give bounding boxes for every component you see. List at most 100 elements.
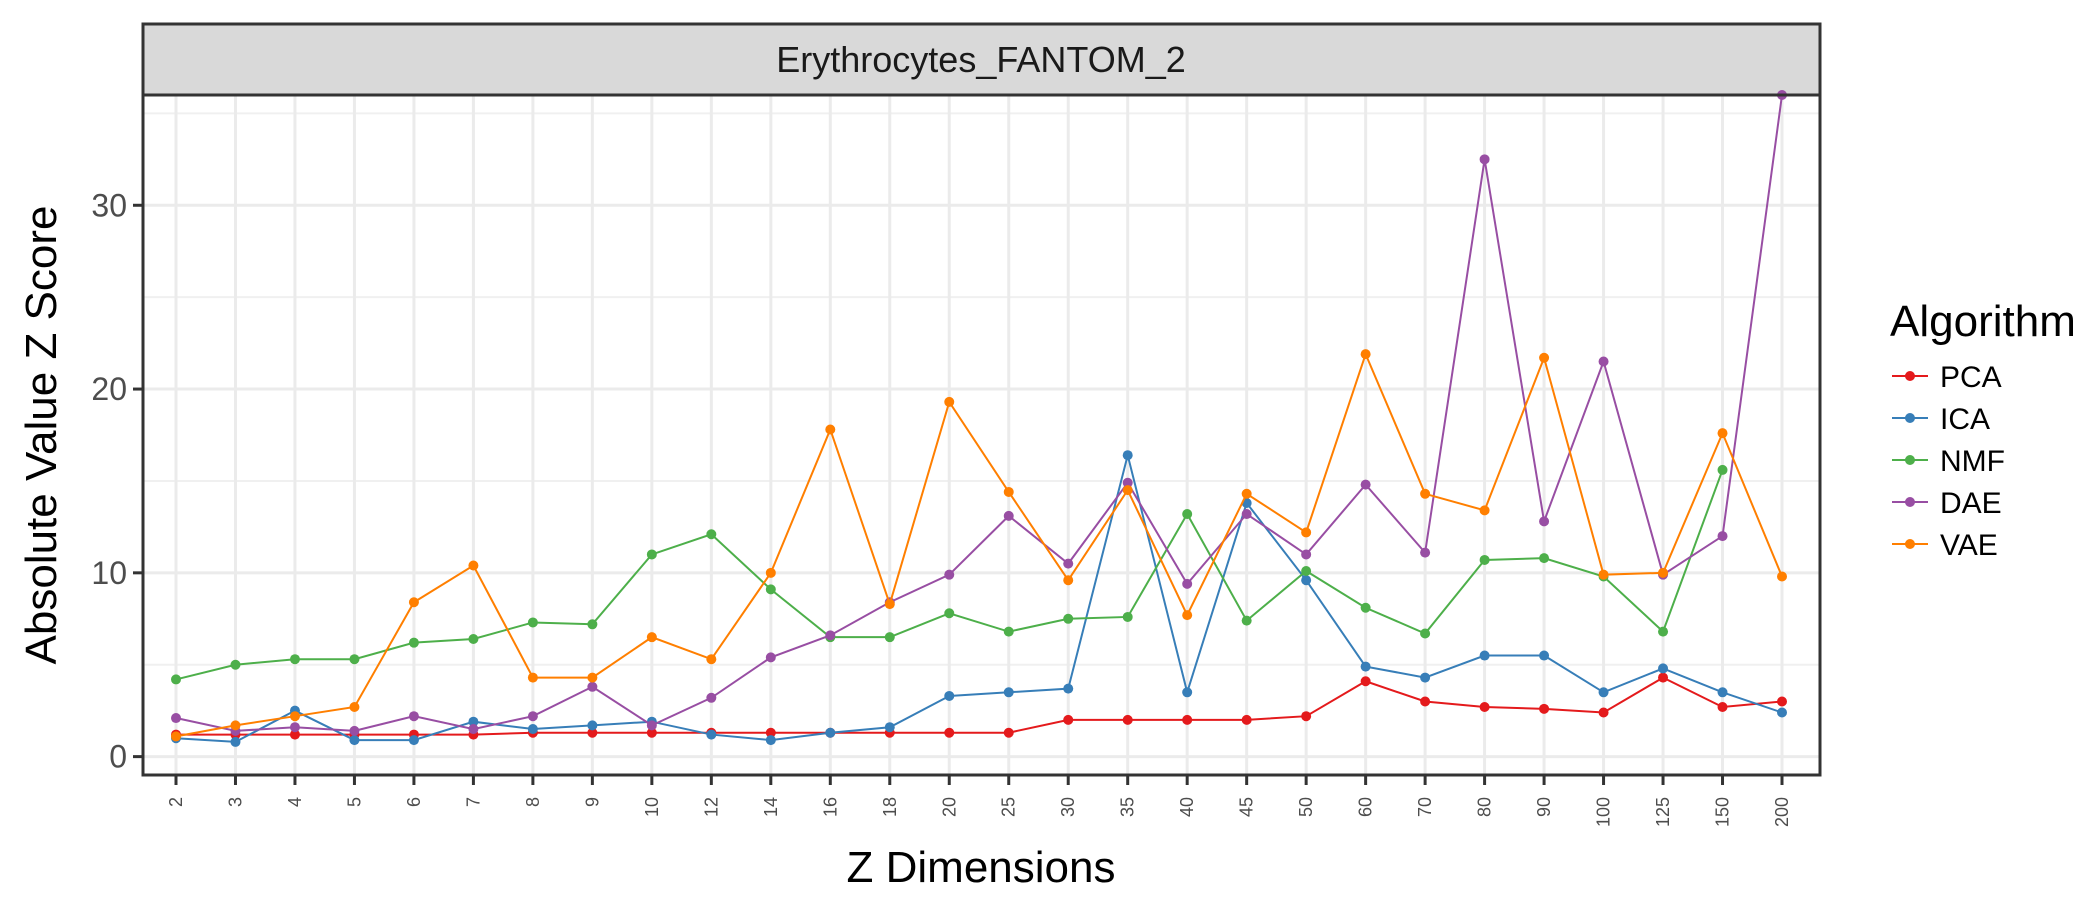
data-point-nmf (944, 608, 955, 619)
data-point-nmf (1717, 464, 1728, 475)
facet-strip (141, 22, 1822, 97)
x-tick-label: 16 (820, 797, 840, 817)
x-tick-label: 5 (344, 797, 364, 807)
data-point-ica (1301, 575, 1312, 586)
data-point-dae (408, 711, 419, 722)
data-point-nmf (1122, 611, 1133, 622)
x-tick-label: 25 (999, 797, 1019, 817)
data-point-vae (646, 632, 657, 643)
data-point-ica (1003, 687, 1014, 698)
data-point-nmf (587, 619, 598, 630)
data-point-ica (1777, 707, 1787, 718)
data-point-pca (944, 727, 955, 738)
data-point-dae (1717, 531, 1728, 542)
data-point-vae (289, 711, 300, 722)
data-point-vae (1182, 610, 1193, 621)
data-point-dae (1360, 479, 1371, 490)
data-point-nmf (527, 617, 538, 628)
legend-item-vae: VAE (1892, 529, 1998, 562)
data-point-nmf (765, 584, 776, 595)
x-tick-label: 70 (1415, 797, 1435, 817)
data-point-pca (1063, 714, 1074, 725)
legend-label: VAE (1940, 529, 1998, 562)
data-point-vae (527, 672, 538, 683)
data-point-vae (349, 702, 360, 712)
data-point-nmf (1063, 613, 1074, 624)
data-point-dae (1063, 558, 1074, 569)
y-axis: 0 10 20 30 (91, 187, 143, 775)
legend-key-point (1905, 497, 1915, 507)
data-point-nmf (706, 529, 717, 540)
data-point-dae (1598, 356, 1609, 367)
legend-key-point (1905, 413, 1915, 423)
x-tick-label: 30 (1058, 797, 1078, 817)
data-point-nmf (1658, 626, 1669, 637)
data-point-nmf (646, 549, 657, 560)
y-tick-label: 20 (91, 371, 127, 407)
data-point-ica (765, 735, 776, 746)
data-point-dae (289, 722, 300, 733)
data-point-vae (1241, 488, 1252, 499)
legend-key-point (1905, 371, 1915, 381)
data-point-ica (587, 720, 598, 731)
legend-key-point (1905, 455, 1915, 465)
data-point-pca (1301, 711, 1312, 722)
legend-item-pca: PCA (1892, 361, 2002, 394)
series-layer (171, 90, 1787, 747)
data-point-ica (527, 724, 538, 735)
x-tick-label: 7 (463, 797, 483, 807)
x-tick-label: 2 (166, 797, 186, 807)
data-point-ica (1598, 687, 1609, 698)
data-point-nmf (349, 654, 360, 665)
series-line-ica (175, 454, 1783, 743)
data-point-vae (825, 424, 836, 435)
data-point-ica (1658, 663, 1669, 674)
data-point-ica (1479, 650, 1490, 661)
data-point-vae (468, 560, 479, 571)
x-tick-label: 14 (761, 797, 781, 817)
data-point-pca (289, 729, 300, 740)
legend-title: Algorithm (1890, 297, 2076, 346)
x-tick-label: 80 (1475, 797, 1495, 817)
legend-label: NMF (1940, 445, 2005, 478)
data-point-pca (1241, 714, 1252, 725)
data-point-vae (1777, 571, 1787, 582)
legend-item-nmf: NMF (1892, 445, 2005, 478)
data-point-ica (230, 736, 241, 747)
data-point-nmf (1182, 509, 1193, 520)
data-point-dae (1301, 549, 1312, 560)
x-tick-label: 90 (1534, 797, 1554, 817)
data-point-dae (349, 725, 360, 736)
x-tick-label: 3 (225, 797, 245, 807)
data-point-vae (587, 672, 598, 683)
data-point-vae (765, 567, 776, 578)
data-point-vae (1658, 567, 1669, 578)
data-point-nmf (1003, 626, 1014, 637)
data-point-dae (1003, 510, 1014, 521)
data-point-vae (944, 396, 955, 407)
y-tick-label: 30 (91, 187, 127, 223)
data-point-nmf (408, 637, 419, 648)
data-point-dae (1122, 477, 1133, 488)
data-point-vae (1479, 505, 1490, 516)
data-point-nmf (1360, 602, 1371, 613)
data-point-ica (825, 727, 836, 738)
data-point-ica (349, 735, 360, 746)
data-point-dae (468, 724, 479, 735)
series-line-pca (176, 676, 1783, 736)
data-point-nmf (230, 659, 241, 670)
data-point-vae (1301, 527, 1312, 538)
data-point-ica (944, 690, 955, 701)
legend-item-ica: ICA (1892, 403, 1990, 436)
data-point-dae (706, 692, 717, 703)
data-point-dae (171, 713, 181, 724)
x-tick-label: 200 (1772, 797, 1792, 827)
x-tick-label: 35 (1118, 797, 1138, 817)
data-point-vae (1420, 488, 1431, 499)
x-tick-label: 12 (701, 797, 721, 817)
data-point-nmf (289, 654, 300, 665)
data-point-ica (1539, 650, 1550, 661)
data-point-ica (1122, 450, 1133, 461)
data-point-ica (468, 716, 479, 727)
data-point-dae (825, 630, 836, 641)
